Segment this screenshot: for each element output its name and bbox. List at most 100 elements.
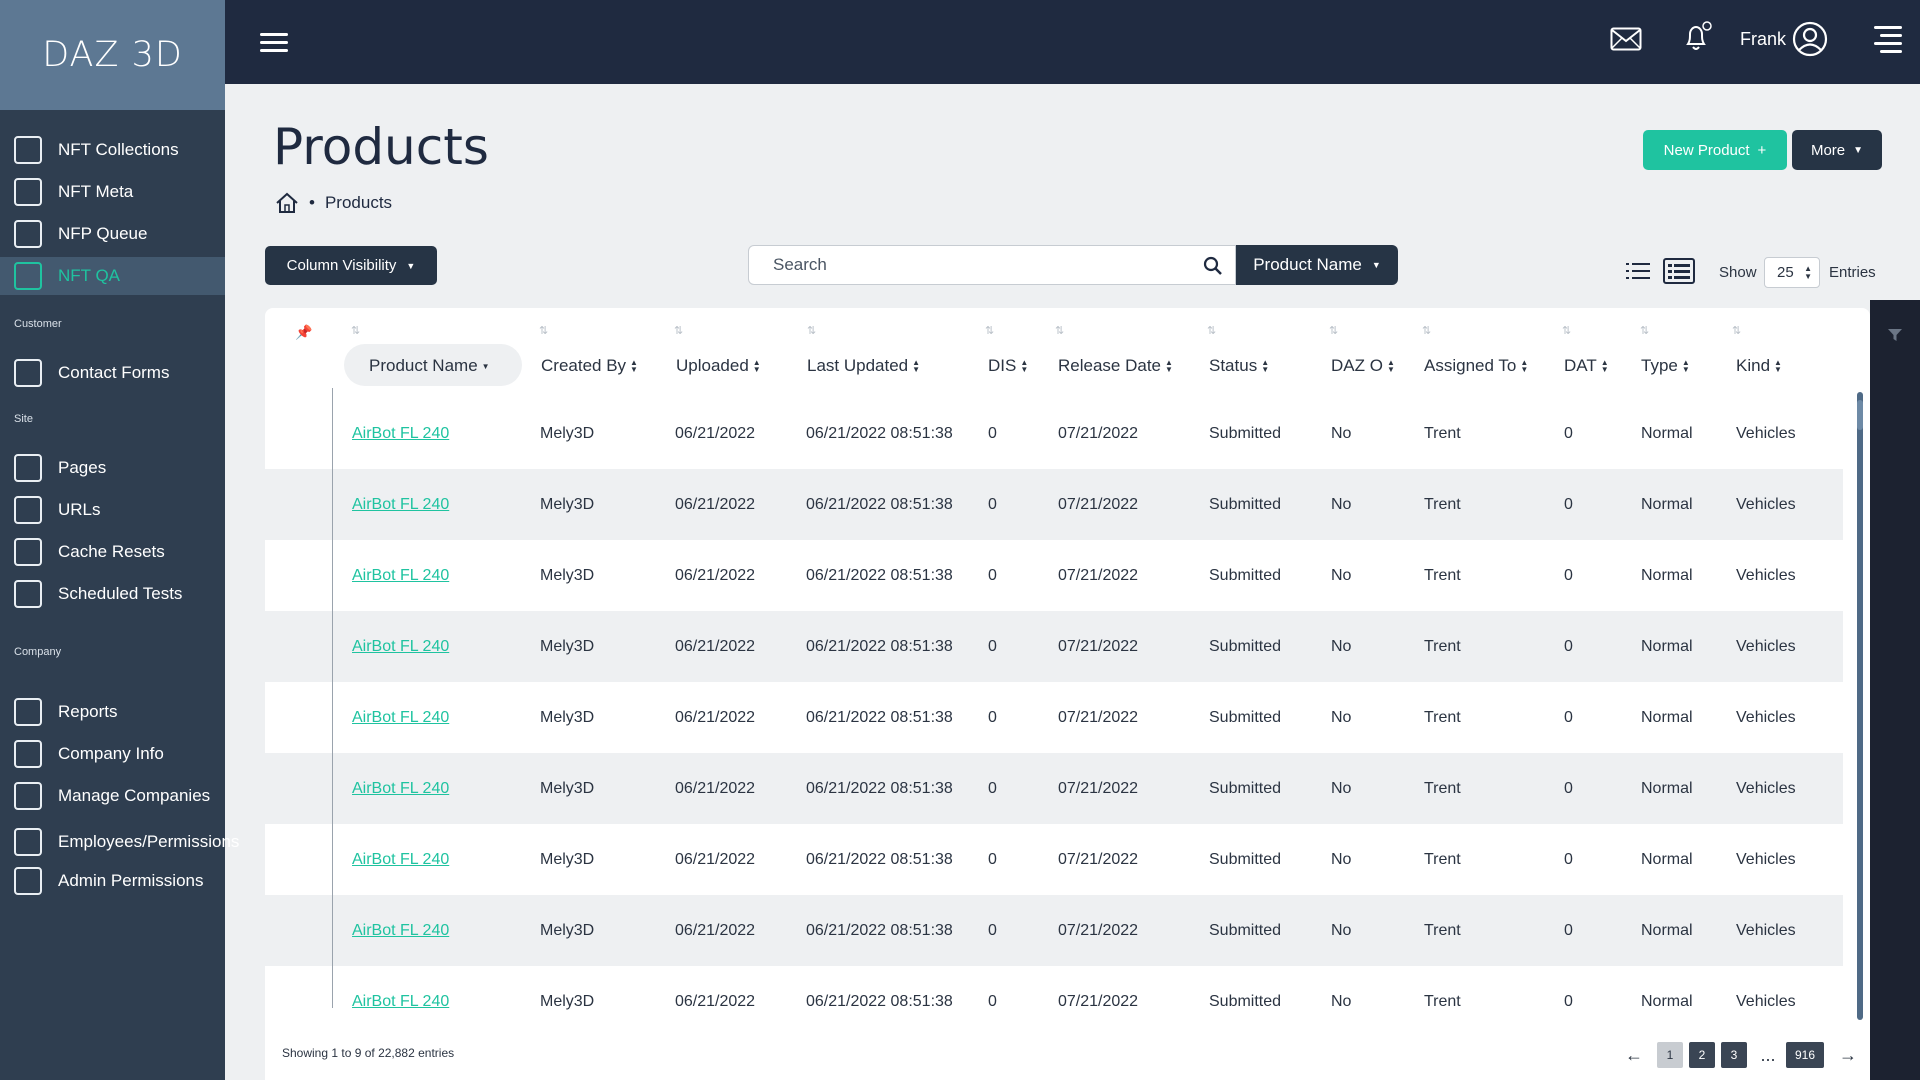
table-cell: 0 [988,567,997,584]
table-row[interactable]: AirBot FL 240 Mely3D 06/21/2022 06/21/2022 … [265,895,1843,966]
column-header-product-name[interactable]: Product Name ▼ [369,356,490,376]
column-pin-icon[interactable]: ⇅ [1640,325,1650,337]
mail-icon[interactable] [1610,27,1642,51]
column-pin-icon[interactable]: ⇅ [1055,325,1065,337]
sort-icon[interactable]: ▲ ▼ [1774,358,1782,374]
sort-icon[interactable]: ▲ ▼ [752,358,761,374]
sidebar-item-reports[interactable]: Reports [0,693,225,731]
page-button-last[interactable]: 916 [1786,1042,1824,1068]
column-pin-icon[interactable]: ⇅ [1422,325,1432,337]
sidebar-item-admin-permissions[interactable]: Admin Permissions [0,862,225,900]
sidebar-item-pages[interactable]: Pages [0,449,225,487]
pin-icon[interactable]: 📌 [295,324,313,340]
product-link[interactable]: AirBot FL 240 [352,425,450,442]
table-cell: 0 [988,922,997,939]
column-header-release-date[interactable]: Release Date ▲ ▼ [1058,356,1173,376]
sort-icon[interactable]: ▲ ▼ [1681,358,1690,374]
page-button-1[interactable]: 1 [1657,1042,1683,1068]
table-row[interactable]: AirBot FL 240 Mely3D 06/21/2022 06/21/2022 … [265,611,1843,682]
table-row[interactable]: AirBot FL 240 Mely3D 06/21/2022 06/21/2022 … [265,469,1843,540]
column-visibility-button[interactable]: Column Visibility ▼ [265,246,437,285]
menu-icon[interactable] [260,33,288,53]
product-link[interactable]: AirBot FL 240 [352,567,450,584]
column-pin-icon[interactable]: ⇅ [1329,325,1339,337]
column-header-last-updated[interactable]: Last Updated ▲ ▼ [807,356,920,376]
table-row[interactable]: AirBot FL 240 Mely3D 06/21/2022 06/21/2022 … [265,753,1843,824]
column-header-daz-o[interactable]: DAZ O ▲ ▼ [1331,356,1395,376]
column-pin-icon[interactable]: ⇅ [1207,325,1217,337]
product-link[interactable]: AirBot FL 240 [352,922,450,939]
sidebar-item-company-info[interactable]: Company Info [0,735,225,773]
sidebar-item-nft-collections[interactable]: NFT Collections [0,131,225,169]
page-button-3[interactable]: 3 [1721,1042,1747,1068]
filter-panel-toggle[interactable] [1870,300,1920,1080]
column-pin-icon[interactable]: ⇅ [807,325,817,337]
search-icon[interactable] [1203,256,1223,276]
page-button-2[interactable]: 2 [1689,1042,1715,1068]
column-pin-icon[interactable]: ⇅ [351,325,361,337]
sort-icon[interactable]: ▲ ▼ [1386,358,1395,374]
search-field-select[interactable]: Product Name ▼ [1236,245,1398,285]
sort-icon[interactable]: ▲ ▼ [1020,358,1029,374]
column-pin-icon[interactable]: ⇅ [539,325,549,337]
table-row[interactable]: AirBot FL 240 Mely3D 06/21/2022 06/21/2022 … [265,398,1843,469]
column-pin-icon[interactable]: ⇅ [674,325,684,337]
table-row[interactable]: AirBot FL 240 Mely3D 06/21/2022 06/21/2022 … [265,824,1843,895]
product-link[interactable]: AirBot FL 240 [352,496,450,513]
sidebar-item-nft-qa[interactable]: NFT QA [0,257,225,295]
column-header-assigned-to[interactable]: Assigned To ▲ ▼ [1424,356,1528,376]
product-link[interactable]: AirBot FL 240 [352,709,450,726]
sidebar-item-scheduled-tests[interactable]: Scheduled Tests [0,575,225,613]
user-name[interactable]: Frank [1740,29,1787,49]
sidebar-item-employees-permissions[interactable]: Employees/Permissions [0,823,239,861]
product-link[interactable]: AirBot FL 240 [352,780,450,797]
sort-icon[interactable]: ▼ [481,361,490,371]
vertical-scrollbar[interactable] [1857,392,1863,1020]
filter-icon[interactable] [1888,328,1902,342]
sort-icon[interactable]: ▲ ▼ [1600,358,1609,374]
product-link[interactable]: AirBot FL 240 [352,993,450,1010]
column-header-dis[interactable]: DIS ▲ ▼ [988,356,1028,376]
prev-page-arrow-icon[interactable]: ← [1625,1044,1643,1065]
search-input[interactable] [749,246,1169,284]
sort-icon[interactable]: ▲ ▼ [1520,358,1529,374]
breadcrumb-current: Products [324,193,393,212]
sidebar-item-cache-resets[interactable]: Cache Resets [0,533,225,571]
sidebar-item-contact-forms[interactable]: Contact Forms [0,354,225,392]
column-header-created-by[interactable]: Created By ▲ ▼ [541,356,638,376]
column-header-status[interactable]: Status ▲ ▼ [1209,356,1269,376]
sort-icon[interactable]: ▲ ▼ [630,358,638,374]
sort-icon[interactable]: ▲ ▼ [1165,358,1173,374]
column-pin-icon[interactable]: ⇅ [985,325,995,337]
brand-logo[interactable]: DAZ 3D [0,0,225,110]
menu-lines-icon[interactable] [1874,24,1902,54]
table-cell: 07/21/2022 [1058,638,1139,655]
sort-icon[interactable]: ▲ ▼ [1261,358,1270,374]
column-header-dat[interactable]: DAT ▲ ▼ [1564,356,1609,376]
sidebar-item-nfp-queue[interactable]: NFP Queue [0,215,225,253]
scrollbar-thumb[interactable] [1857,400,1863,430]
bell-icon[interactable] [1680,20,1714,54]
column-pin-icon[interactable]: ⇅ [1562,325,1572,337]
product-link[interactable]: AirBot FL 240 [352,851,450,868]
more-button[interactable]: More ▼ [1792,130,1882,170]
sidebar-item-manage-companies[interactable]: Manage Companies [0,777,225,815]
column-pin-icon[interactable]: ⇅ [1732,325,1742,337]
product-link[interactable]: AirBot FL 240 [352,638,450,655]
entries-per-page-select[interactable]: 25 ▲ ▼ [1764,257,1820,288]
sidebar-item-nft-meta[interactable]: NFT Meta [0,173,225,211]
sort-icon[interactable]: ▲ ▼ [912,358,921,374]
table-row[interactable]: AirBot FL 240 Mely3D 06/21/2022 06/21/2022 … [265,540,1843,611]
column-header-type[interactable]: Type ▲ ▼ [1641,356,1690,376]
home-icon[interactable] [275,192,299,214]
user-avatar-icon[interactable] [1792,21,1828,57]
column-header-kind[interactable]: Kind ▲ ▼ [1736,356,1782,376]
table-row[interactable]: AirBot FL 240 Mely3D 06/21/2022 06/21/2022 … [265,682,1843,753]
new-product-button[interactable]: New Product + [1643,130,1787,170]
column-header-uploaded[interactable]: Uploaded ▲ ▼ [676,356,761,376]
sidebar-item-urls[interactable]: URLs [0,491,225,529]
next-page-arrow-icon[interactable]: → [1839,1044,1857,1065]
list-view-icon[interactable] [1626,261,1650,281]
table-row[interactable]: AirBot FL 240 Mely3D 06/21/2022 06/21/2022 … [265,966,1843,1037]
detail-view-icon[interactable] [1663,258,1695,284]
